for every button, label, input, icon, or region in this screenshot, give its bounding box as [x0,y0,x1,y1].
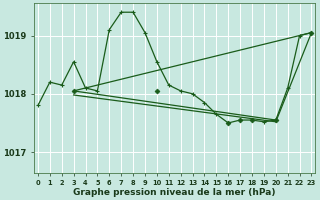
X-axis label: Graphe pression niveau de la mer (hPa): Graphe pression niveau de la mer (hPa) [74,188,276,197]
